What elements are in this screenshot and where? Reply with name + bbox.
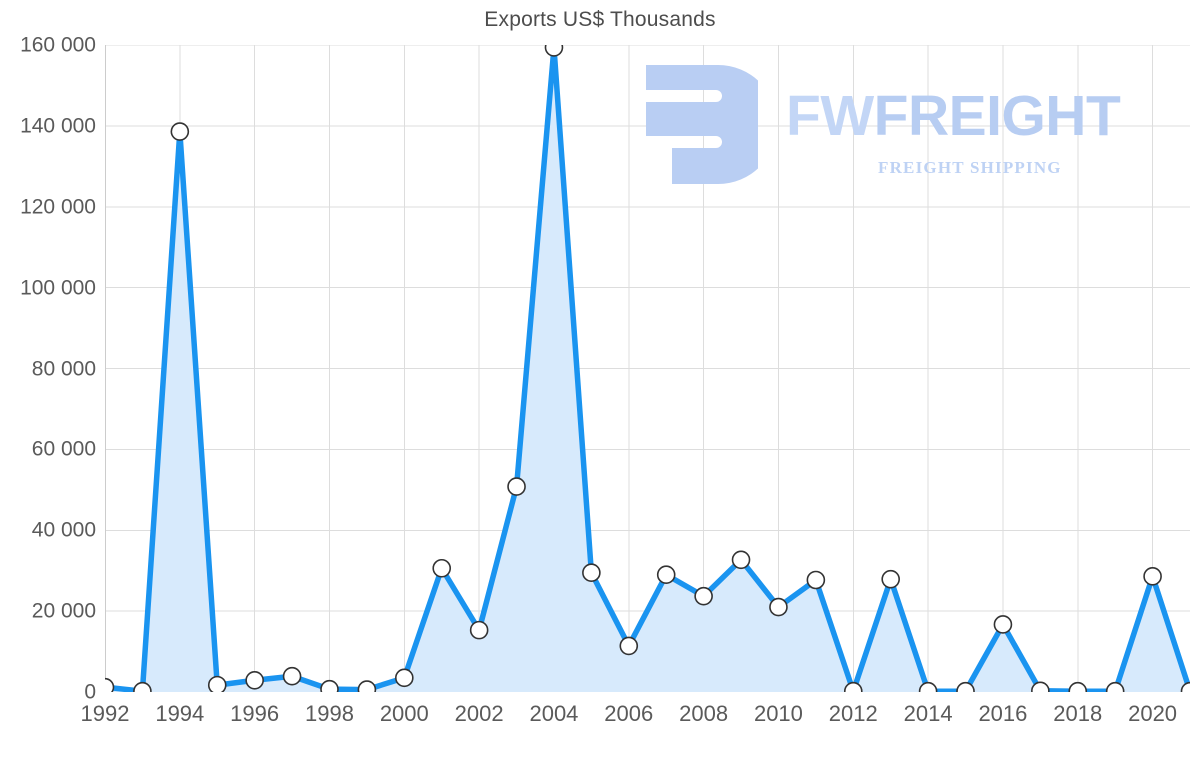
y-tick-label: 20 000: [31, 599, 96, 623]
data-point[interactable]: [731, 550, 751, 570]
data-point[interactable]: [993, 615, 1013, 634]
data-point[interactable]: [619, 636, 639, 656]
x-tick-label: 2010: [753, 701, 803, 726]
data-point[interactable]: [1143, 567, 1162, 586]
data-point[interactable]: [507, 477, 526, 496]
data-point[interactable]: [1105, 681, 1125, 692]
y-tick-label: 60 000: [31, 437, 96, 461]
x-tick-label: 2008: [679, 701, 729, 726]
y-tick-label: 100 000: [20, 276, 96, 300]
data-point[interactable]: [956, 681, 975, 692]
x-tick-label: 2020: [1128, 701, 1178, 726]
data-point[interactable]: [544, 45, 564, 57]
y-axis: 0 20 000 40 000 60 000 80 000 100 000 120 000 1…: [0, 0, 96, 763]
data-point[interactable]: [1068, 681, 1088, 692]
data-point[interactable]: [656, 565, 676, 585]
data-point[interactable]: [170, 122, 190, 141]
data-point[interactable]: [1031, 681, 1050, 692]
data-point[interactable]: [357, 680, 377, 692]
data-point[interactable]: [105, 677, 115, 692]
data-point[interactable]: [881, 569, 900, 589]
x-tick-label: 1998: [304, 701, 354, 726]
data-point[interactable]: [582, 563, 601, 583]
data-point[interactable]: [843, 681, 863, 692]
y-tick-label: 140 000: [20, 114, 96, 138]
data-point[interactable]: [320, 679, 339, 692]
data-point[interactable]: [207, 675, 227, 692]
data-point[interactable]: [1180, 681, 1191, 692]
x-tick-label: 2004: [529, 701, 579, 726]
data-point[interactable]: [395, 668, 414, 688]
y-tick-label: 0: [84, 680, 96, 704]
data-point[interactable]: [806, 570, 826, 590]
data-point[interactable]: [469, 620, 489, 640]
y-tick-label: 120 000: [20, 195, 96, 219]
series-markers[interactable]: [105, 45, 1190, 692]
x-tick-label: 2000: [379, 701, 429, 726]
x-tick-label: 2014: [903, 701, 953, 726]
x-tick-label: 2012: [828, 701, 878, 726]
y-tick-label: 80 000: [31, 357, 96, 380]
x-tick-label: 2016: [978, 701, 1028, 726]
x-tick-label: 1992: [80, 701, 130, 726]
chart-title: Exports US$ Thousands: [484, 8, 716, 31]
y-tick-label: 160 000: [20, 33, 96, 57]
x-tick-label: 2006: [604, 701, 654, 726]
x-tick-label: 2018: [1053, 701, 1103, 726]
y-tick-label: 40 000: [31, 518, 96, 542]
x-tick-label: 1996: [230, 701, 280, 726]
data-point[interactable]: [918, 681, 938, 692]
data-point[interactable]: [245, 670, 264, 690]
x-tick-label: 2002: [454, 701, 504, 726]
data-point[interactable]: [282, 666, 302, 686]
data-point[interactable]: [694, 586, 713, 606]
data-point[interactable]: [432, 558, 452, 578]
data-point[interactable]: [133, 681, 152, 692]
data-point[interactable]: [769, 597, 788, 617]
x-tick-label: 1994: [155, 701, 205, 726]
